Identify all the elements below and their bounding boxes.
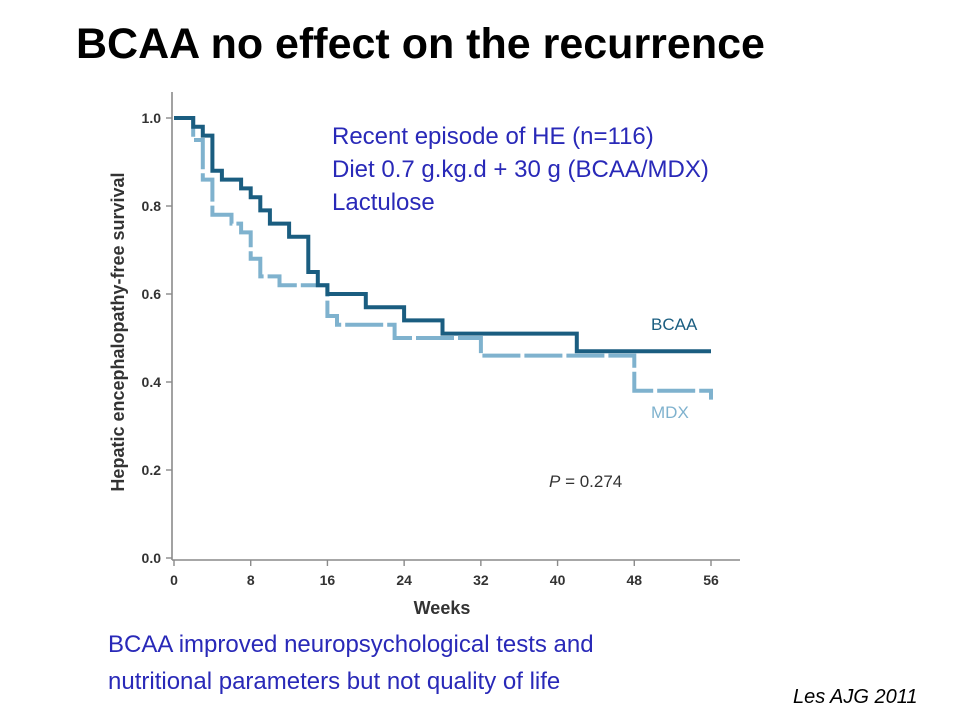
y-tick-label: 0.2	[142, 462, 162, 478]
slide-title: BCAA no effect on the recurrence	[76, 20, 765, 68]
p-value-annotation: P = 0.274	[549, 472, 622, 491]
x-tick-label: 40	[550, 572, 566, 588]
x-tick-label: 48	[626, 572, 642, 588]
x-tick-label: 0	[170, 572, 178, 588]
conclusion-line: nutritional parameters but not quality o…	[108, 668, 561, 695]
study-info: Recent episode of HE (n=116) Diet 0.7 g.…	[332, 120, 709, 219]
x-tick-label: 16	[320, 572, 336, 588]
chart-labels: 0 8 16 24 32 40 48 56 0.0 0.2 0.4 0.6 0.8 1.0 Weeks Hep…	[108, 110, 719, 618]
conclusion-line: BCAA improved neuropsychological tests a…	[108, 631, 594, 658]
y-tick-label: 0.8	[142, 198, 162, 214]
series-mdx-curve	[174, 116, 713, 400]
conclusion-text: BCAA improved neuropsychological tests a…	[108, 626, 594, 700]
x-tick-label: 24	[396, 572, 412, 588]
x-tick-label: 8	[247, 572, 255, 588]
study-info-line: Diet 0.7 g.kg.d + 30 g (BCAA/MDX)	[332, 156, 709, 183]
y-axis-title: Hepatic encephalopathy-free survival	[108, 172, 128, 491]
y-tick-label: 1.0	[142, 110, 162, 126]
series-label-bcaa: BCAA	[651, 315, 698, 334]
series-bcaa-curve	[174, 116, 711, 354]
x-axis-title: Weeks	[414, 598, 471, 618]
citation: Les AJG 2011	[793, 686, 918, 708]
y-tick-label: 0.4	[142, 374, 162, 390]
y-tick-label: 0.6	[142, 286, 162, 302]
x-tick-label: 56	[703, 572, 719, 588]
y-tick-label: 0.0	[142, 550, 162, 566]
x-tick-label: 32	[473, 572, 489, 588]
series-label-mdx: MDX	[651, 403, 689, 422]
chart-series	[174, 116, 713, 400]
study-info-line: Lactulose	[332, 189, 435, 216]
study-info-line: Recent episode of HE (n=116)	[332, 123, 654, 150]
chart-axes	[166, 92, 740, 566]
